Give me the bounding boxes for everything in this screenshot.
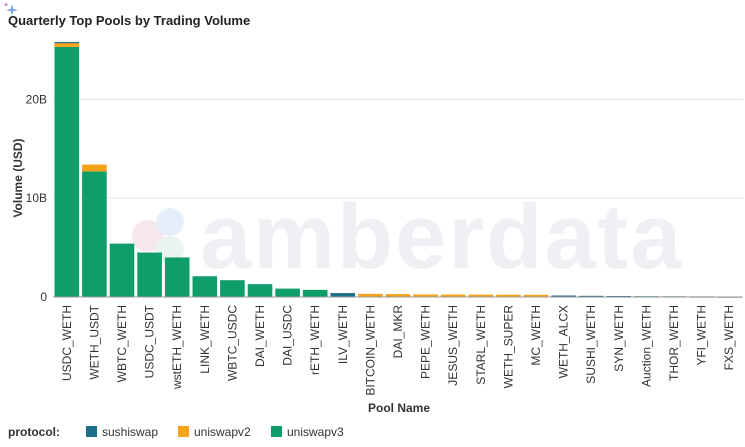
bar-uniswapv2 <box>385 294 411 297</box>
bar-uniswapv3 <box>109 243 135 297</box>
y-tick-label: 20B <box>26 92 47 106</box>
bar-uniswapv2 <box>54 42 80 47</box>
x-tick-label: THOR_WETH <box>667 305 681 381</box>
x-tick-label: WETH_USDT <box>87 304 101 379</box>
x-tick-label: WETH_ALCX <box>557 305 571 378</box>
bar-uniswapv3 <box>137 252 162 297</box>
x-tick-label: SYN_WETH <box>612 305 626 372</box>
x-tick-label: BITCOIN_WETH <box>363 305 377 396</box>
x-tick-label: ILV_WETH <box>336 305 350 364</box>
x-tick-label: rETH_WETH <box>308 305 322 375</box>
bar-uniswapv3 <box>192 276 218 297</box>
legend-label-uniswapv3: uniswapv3 <box>287 425 344 439</box>
legend: protocol: sushiswap uniswapv2 uniswapv3 <box>8 425 344 439</box>
x-tick-label: USDC_USDT <box>143 304 157 378</box>
x-tick-label: DAI_USDC <box>281 305 295 366</box>
legend-swatch-uniswapv3 <box>271 426 282 437</box>
legend-swatch-uniswapv2 <box>178 426 189 437</box>
x-tick-label: WBTC_USDC <box>225 305 239 381</box>
y-axis-title: Volume (USD) <box>11 138 25 217</box>
x-tick-label: JESUS_WETH <box>446 305 460 386</box>
legend-swatch-sushiswap <box>86 426 97 437</box>
x-tick-label: SUSHI_WETH <box>584 305 598 384</box>
x-tick-label: DAI_WETH <box>253 305 267 367</box>
bars <box>54 41 742 298</box>
x-tick-label: STARL_WETH <box>474 305 488 385</box>
x-tick-label: FXS_WETH <box>722 305 736 370</box>
x-tick-label: USDC_WETH <box>60 305 74 381</box>
bar-uniswapv2 <box>82 164 107 172</box>
bar-sushiswap <box>551 295 576 297</box>
watermark-text: amberdata <box>200 186 683 288</box>
bar-uniswapv3 <box>275 288 300 297</box>
x-tick-label: YFI_WETH <box>695 305 709 366</box>
x-axis-title: Pool Name <box>368 401 430 415</box>
bar-uniswapv2 <box>440 294 466 297</box>
bar-uniswapv2 <box>523 294 549 297</box>
bar-uniswapv2 <box>358 293 383 297</box>
legend-title: protocol: <box>8 425 60 439</box>
bar-sushiswap <box>330 293 356 297</box>
grid <box>53 98 743 199</box>
sparkle-icon <box>3 2 18 16</box>
bar-uniswapv2 <box>413 294 438 297</box>
bar-uniswapv3 <box>82 171 107 297</box>
bar-uniswapv2 <box>468 294 494 297</box>
x-tick-label: wstETH_WETH <box>170 305 184 390</box>
x-tick-label: Auction_WETH <box>639 305 653 387</box>
bar-uniswapv3 <box>302 289 328 297</box>
x-tick-label: WBTC_WETH <box>115 305 129 382</box>
legend-label-uniswapv2: uniswapv2 <box>194 425 251 439</box>
chart-title: Quarterly Top Pools by Trading Volume <box>8 13 250 28</box>
bar-uniswapv2 <box>496 294 521 297</box>
ticks: 0 10B 20B USDC_WETH WETH_USDT WBTC_WETH USDC_U… <box>26 92 737 395</box>
legend-label-sushiswap: sushiswap <box>102 425 158 439</box>
x-tick-label: DAI_MKR <box>391 305 405 359</box>
bar-uniswapv3 <box>54 46 80 297</box>
x-tick-label: LINK_WETH <box>198 305 212 374</box>
x-tick-label: PEPE_WETH <box>419 305 433 379</box>
x-tick-label: WETH_SUPER <box>501 305 515 389</box>
bar-uniswapv3 <box>247 284 273 297</box>
bar-uniswapv3 <box>220 280 245 297</box>
watermark: amberdata <box>132 186 683 288</box>
x-tick-label: MC_WETH <box>529 305 543 366</box>
y-tick-label: 0 <box>40 290 47 304</box>
y-tick-label: 10B <box>26 191 47 205</box>
bar-sushiswap <box>578 295 604 298</box>
bar-sushiswap <box>54 41 80 44</box>
bar-uniswapv3 <box>164 257 190 297</box>
